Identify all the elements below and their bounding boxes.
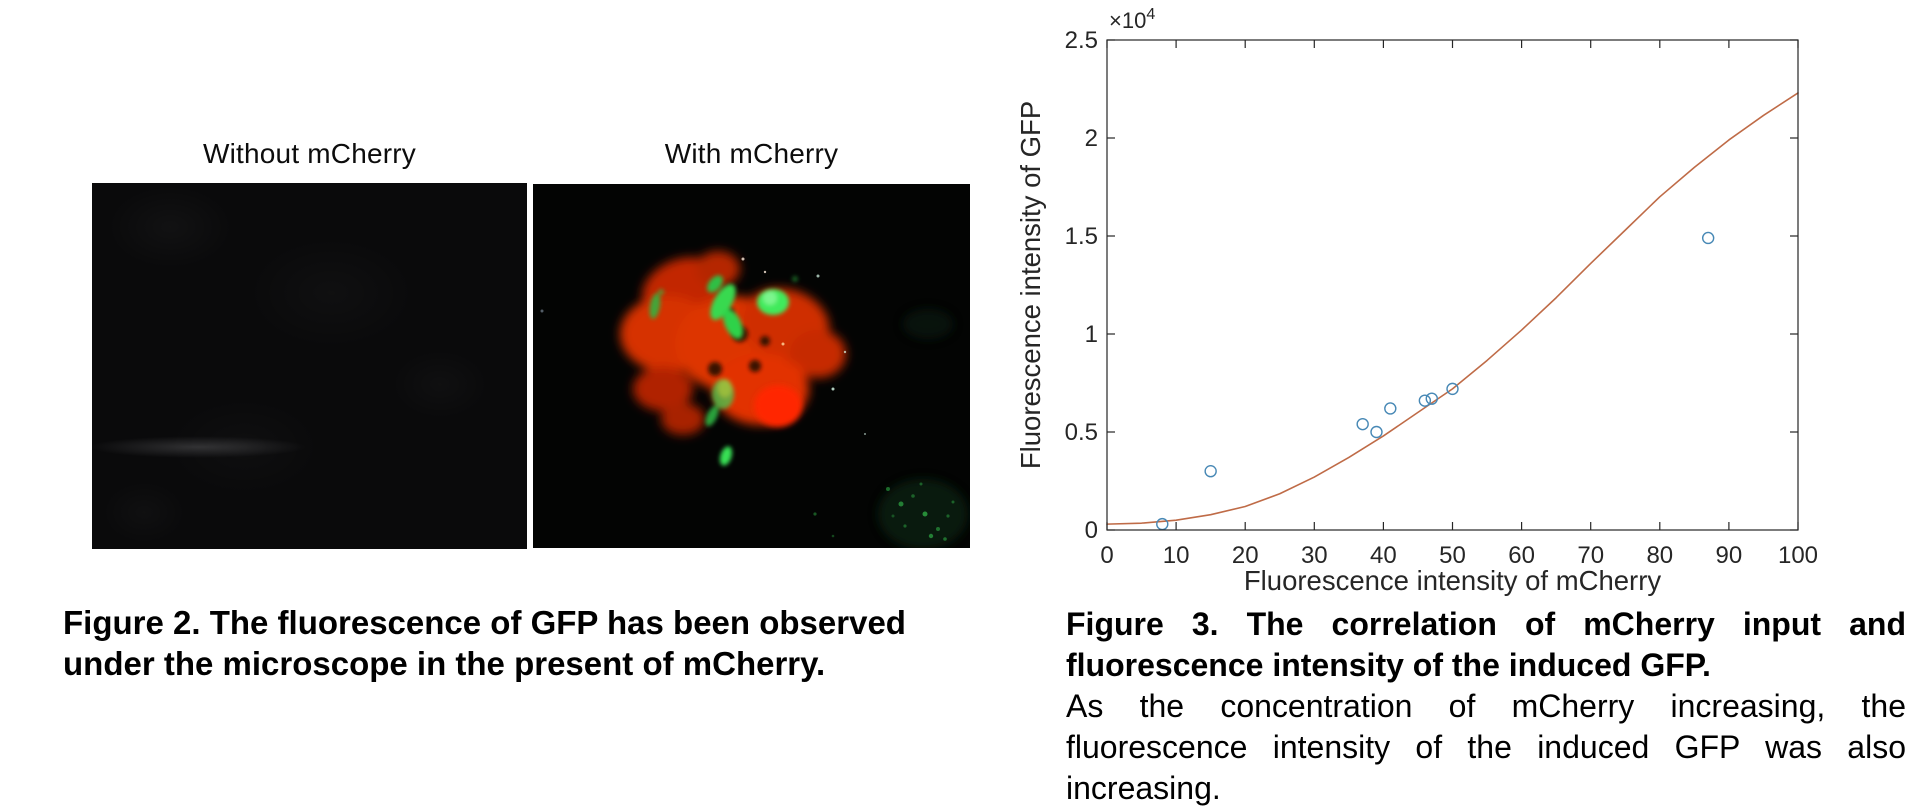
data-point-marker [1425,392,1438,405]
x-tick-label: 70 [1577,542,1604,569]
figure3-caption: Figure 3. The correlation of mCherry inp… [1066,604,1906,809]
data-point-marker [1384,402,1397,415]
data-point-marker [1370,425,1383,439]
microscopy-image-with-mcherry [533,184,970,548]
data-point-marker [1701,231,1715,245]
y-tick-label: 1.5 [1065,223,1098,250]
figure3-caption-body-line2: fluorescence intensity of the induced GF… [1066,729,1906,765]
sparkle-dots [540,257,866,435]
x-tick-label: 40 [1370,542,1397,569]
y-tick-label: 0.5 [1065,419,1098,446]
figure2-caption-line1: Figure 2. The fluorescence of GFP has be… [63,604,906,641]
figure3-caption-body-line3: increasing. [1066,770,1221,806]
y-tick-label: 0 [1085,517,1098,544]
correlation-chart: 0 10 20 30 40 50 60 70 80 90 100 0 0.5 1 1.5 2 2.5 ×104 Fl… [1015,6,1818,596]
x-tick-label: 30 [1301,542,1328,569]
x-tick-label: 0 [1100,542,1113,569]
panel-label-without-mcherry: Without mCherry [202,138,417,169]
fluorescent-cell-cluster [540,251,968,548]
x-tick-label: 80 [1646,542,1673,569]
green-speckle-field [813,309,968,548]
x-tick-label: 90 [1716,542,1743,569]
y-axis-exponent: ×104 [1109,6,1155,33]
x-tick-label: 10 [1163,542,1190,569]
bright-red-blob [754,385,802,427]
y-tick-label: 1 [1085,321,1098,348]
x-tick-label: 50 [1439,542,1466,569]
x-tick-label: 60 [1508,542,1535,569]
data-point-marker [1204,465,1217,478]
figure2-caption: Figure 2. The fluorescence of GFP has be… [63,602,1063,684]
x-tick-label: 100 [1778,542,1818,569]
panel-label-with-mcherry: With mCherry [664,138,839,169]
y-tick-label: 2.5 [1065,27,1098,54]
data-point-marker [1446,382,1459,396]
y-axis-label: Fluorescence intensity of GFP [1015,101,1046,469]
x-tick-label: 20 [1232,542,1259,569]
y-tick-label: 2 [1085,125,1098,152]
microscopy-image-without-mcherry [92,183,527,549]
mcherry-red-blob [620,251,846,435]
data-point-marker [1156,517,1169,531]
faint-light-streak [92,433,344,461]
x-axis-label: Fluorescence intensity of mCherry [1244,565,1661,596]
data-point-marker [1356,417,1369,431]
fit-curve [1106,92,1799,525]
figure3-caption-bold-line2: fluorescence intensity of the induced GF… [1066,647,1711,683]
gfp-green-patches [649,275,798,466]
figure2-caption-line2: under the microscope in the present of m… [63,645,826,682]
axes-box [1106,39,1799,531]
data-point-marker [1418,394,1432,407]
figure3-caption-body-line1: As the concentration of mCherry increasi… [1066,688,1906,724]
figure3-caption-bold-line1: Figure 3. The correlation of mCherry inp… [1066,606,1906,642]
